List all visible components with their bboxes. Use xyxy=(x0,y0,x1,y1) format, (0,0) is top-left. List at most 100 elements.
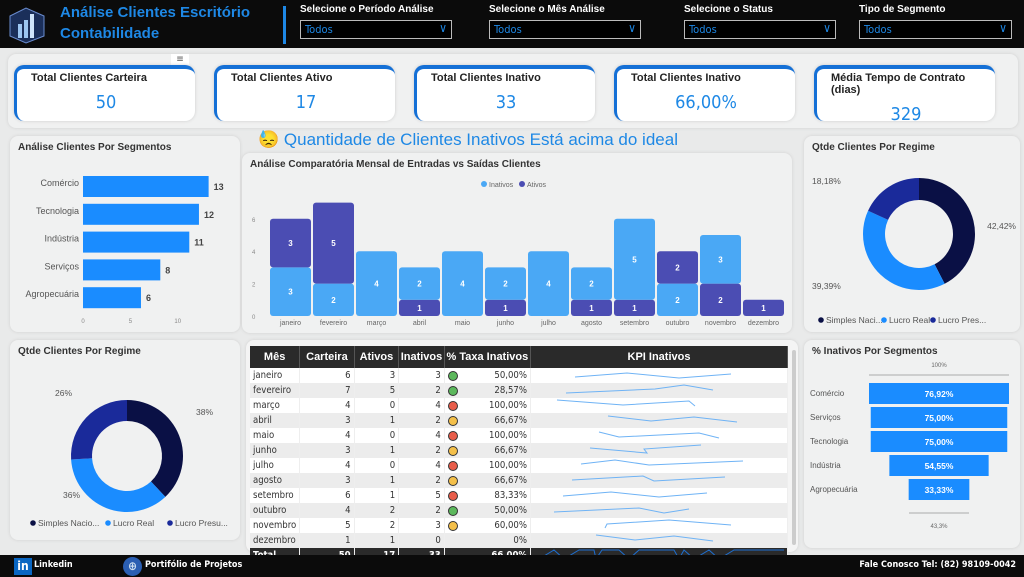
bar xyxy=(83,203,199,225)
table-cell: setembro xyxy=(250,488,301,503)
inativos-band xyxy=(270,267,311,316)
status-indicator-icon xyxy=(447,491,458,501)
taxa-cell: 28,57% xyxy=(444,383,531,398)
alert-message: 😓 Quantidade de Clientes Inativos Está a… xyxy=(258,130,678,149)
x-tick-label: janeiro xyxy=(279,320,301,327)
table-cell: 4 xyxy=(299,428,355,443)
kpi-card-inativo-pct: Total Clientes Inativo 66,00% xyxy=(614,65,795,121)
table-scrollbar[interactable] xyxy=(792,350,796,545)
filter-label: Selecione o Período Análise xyxy=(300,4,434,15)
table-row: janeiro 6 3 3 50,00% xyxy=(250,368,789,383)
column-header[interactable]: Ativos xyxy=(354,346,400,368)
kpi-sparkline-cell xyxy=(530,458,789,473)
chevron-down-icon: ∨ xyxy=(823,21,831,35)
table-cell: fevereiro xyxy=(250,383,301,398)
status-indicator-icon xyxy=(447,506,458,516)
inativos-band xyxy=(356,251,397,316)
category-label: Agropecuária xyxy=(810,485,858,494)
table-row: novembro 5 2 3 60,00% xyxy=(250,518,789,533)
segmento-dropdown[interactable]: Todos ∨ xyxy=(859,20,1012,39)
legend-marker xyxy=(30,520,36,526)
sparkline-line xyxy=(562,491,708,498)
ativos-band xyxy=(571,299,612,316)
data-label: 3 xyxy=(288,288,293,297)
chart-title: Análise Comparatória Mensal de Entradas … xyxy=(250,159,541,170)
chart-title: Análise Clientes Por Segmentos xyxy=(18,142,172,153)
table-cell: 3 xyxy=(398,518,445,533)
funnel-bar xyxy=(889,455,989,476)
inativos-band xyxy=(614,218,655,300)
category-label: Comércio xyxy=(40,178,79,188)
data-label: 3 xyxy=(288,239,293,248)
table-cell: 0 xyxy=(354,398,400,413)
legend-marker xyxy=(105,520,111,526)
logo-icon xyxy=(9,7,45,44)
taxa-value: 28,57% xyxy=(494,385,527,396)
bar-value-label: 6 xyxy=(146,293,151,303)
status-indicator-icon xyxy=(447,386,458,396)
table-row: julho 4 0 4 100,00% xyxy=(250,458,789,473)
column-header[interactable]: Mês xyxy=(250,346,301,368)
taxa-value: 50,00% xyxy=(494,370,527,381)
inativos-funnel-chart: 100% Comércio 76,92% Serviços 75,00% Tecnolog… xyxy=(810,363,1009,530)
filter-status: Selecione o Status Todos ∨ xyxy=(684,4,836,39)
data-label: 1 xyxy=(589,304,594,313)
column-header[interactable]: Carteira xyxy=(299,346,355,368)
linkedin-icon[interactable]: in xyxy=(14,558,32,575)
chevron-down-icon: ∨ xyxy=(999,21,1007,35)
sparkline-line xyxy=(553,507,690,514)
x-tick-label: março xyxy=(367,320,387,327)
table-cell: 0 xyxy=(354,428,400,443)
table-cell: outubro xyxy=(250,503,301,518)
filter-label: Selecione o Mês Análise xyxy=(489,4,605,15)
sparkline-line xyxy=(556,399,696,407)
table-row: março 4 0 4 100,00% xyxy=(250,398,789,413)
globe-icon[interactable]: ⊕ xyxy=(123,557,142,576)
table-cell: julho xyxy=(250,458,301,473)
table-row: fevereiro 7 5 2 28,57% xyxy=(250,383,789,398)
ativos-band xyxy=(614,299,655,316)
status-dropdown[interactable]: Todos ∨ xyxy=(684,20,836,39)
bar-value-label: 76,92% xyxy=(925,389,954,399)
donut-slice xyxy=(868,178,919,220)
mes-dropdown[interactable]: Todos ∨ xyxy=(489,20,641,39)
slice-label: 26% xyxy=(55,388,72,398)
legend-marker xyxy=(167,520,173,526)
table-cell: 2 xyxy=(398,503,445,518)
legend-label: Lucro Real xyxy=(113,518,154,528)
filter-periodo: Selecione o Período Análise Todos ∨ xyxy=(300,4,452,39)
bar-value-label: 54,55% xyxy=(925,461,954,471)
column-header[interactable]: % Taxa Inativos xyxy=(444,346,531,368)
funnel-bar xyxy=(869,383,1009,404)
taxa-cell: 100,00% xyxy=(444,398,531,413)
table-cell: 7 xyxy=(299,383,355,398)
column-header[interactable]: KPI Inativos xyxy=(530,346,789,368)
data-label: 1 xyxy=(503,304,508,313)
data-label: 3 xyxy=(718,255,723,264)
table-cell: novembro xyxy=(250,518,301,533)
kpi-sparkline-cell xyxy=(530,518,789,533)
category-label: Tecnologia xyxy=(810,437,849,446)
slice-label: 36% xyxy=(63,490,80,500)
donut-slice xyxy=(919,178,975,284)
filter-segmento: Tipo de Segmento Todos ∨ xyxy=(859,4,1012,39)
status-indicator-icon xyxy=(447,446,458,456)
portfolio-link[interactable]: Portifólio de Projetos xyxy=(145,560,243,570)
data-label: 2 xyxy=(589,280,594,289)
x-tick-label: junho xyxy=(496,320,514,327)
periodo-dropdown[interactable]: Todos ∨ xyxy=(300,20,452,39)
regime-donut-panel-top: Qtde Clientes Por Regime 42,42% 39,39% 18,… xyxy=(804,136,1020,332)
sparkline xyxy=(553,507,690,514)
x-tick-label: novembro xyxy=(705,320,736,327)
x-tick-label: julho xyxy=(540,320,556,327)
sparkline xyxy=(556,399,696,407)
table-cell: agosto xyxy=(250,473,301,488)
category-label: Agropecuária xyxy=(25,289,79,299)
sparkline-line xyxy=(580,459,744,466)
column-header[interactable]: Inativos xyxy=(398,346,445,368)
x-tick-label: fevereiro xyxy=(320,320,347,327)
sparkline xyxy=(538,549,784,561)
linkedin-link[interactable]: Linkedin xyxy=(34,560,73,570)
bar-value-label: 75,00% xyxy=(925,413,954,423)
kpi-sparkline-cell xyxy=(530,473,789,488)
